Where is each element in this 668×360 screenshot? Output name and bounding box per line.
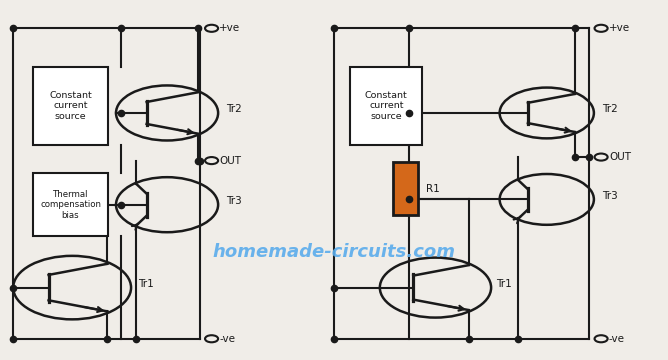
FancyBboxPatch shape (393, 162, 418, 215)
Text: Tr3: Tr3 (226, 196, 242, 206)
Text: OUT: OUT (220, 156, 241, 166)
Text: -ve: -ve (220, 334, 235, 344)
Circle shape (205, 157, 218, 164)
Circle shape (595, 25, 608, 32)
Text: -ve: -ve (609, 334, 625, 344)
Text: Tr1: Tr1 (138, 279, 154, 289)
Text: +ve: +ve (220, 23, 240, 33)
Circle shape (595, 154, 608, 161)
FancyBboxPatch shape (33, 67, 108, 145)
Text: Tr2: Tr2 (226, 104, 242, 114)
Text: homemade-circuits.com: homemade-circuits.com (212, 243, 456, 261)
Text: +ve: +ve (609, 23, 630, 33)
FancyBboxPatch shape (351, 67, 422, 145)
Text: Tr3: Tr3 (602, 191, 617, 201)
Text: OUT: OUT (609, 152, 631, 162)
Text: R1: R1 (426, 184, 440, 194)
Circle shape (205, 25, 218, 32)
Text: Constant
current
source: Constant current source (49, 91, 92, 121)
Text: Thermal
compensation
bias: Thermal compensation bias (40, 190, 101, 220)
Circle shape (205, 335, 218, 342)
FancyBboxPatch shape (33, 173, 108, 237)
Circle shape (595, 335, 608, 342)
Text: Constant
current
source: Constant current source (365, 91, 407, 121)
Text: Tr1: Tr1 (496, 279, 512, 289)
Text: Tr2: Tr2 (602, 104, 617, 114)
